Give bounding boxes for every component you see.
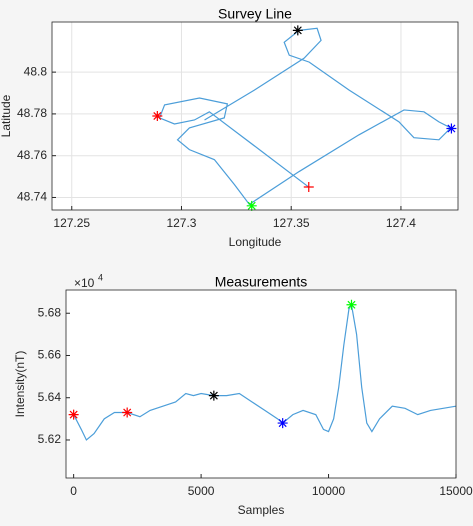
- marker: [152, 111, 163, 121]
- marker: [246, 200, 257, 211]
- marker: [208, 390, 219, 401]
- marker: [68, 409, 79, 420]
- axes-background: [66, 290, 456, 478]
- x-tick-label: 5000: [188, 484, 215, 498]
- x-axis-label: Longitude: [229, 235, 282, 249]
- y-axis-label: Intensity(nT): [13, 351, 27, 418]
- exponent-power: 4: [98, 272, 103, 282]
- data-line: [158, 27, 452, 206]
- marker: [292, 25, 303, 36]
- x-axis-label: Samples: [238, 503, 285, 517]
- axes-box: [51, 21, 459, 211]
- y-tick-label: 48.8: [24, 64, 48, 78]
- y-tick-label: 48.74: [17, 190, 47, 204]
- marker: [446, 123, 457, 134]
- marker: [303, 182, 314, 193]
- marker: [277, 418, 288, 429]
- y-tick-label: 5.64: [38, 390, 62, 404]
- data-line: [73, 303, 456, 441]
- x-tick-label: 15000: [439, 484, 473, 498]
- marker: [122, 407, 133, 418]
- marker: [346, 299, 357, 310]
- exponent-base: ×10: [74, 276, 95, 290]
- x-tick-label: 10000: [312, 484, 346, 498]
- y-tick-label: 5.62: [38, 432, 62, 446]
- x-tick-label: 127.4: [386, 216, 416, 230]
- x-tick-label: 127.35: [273, 216, 310, 230]
- y-tick-label: 48.76: [17, 148, 47, 162]
- y-tick-label: 5.66: [38, 348, 62, 362]
- axes-background: [52, 22, 458, 210]
- y-tick-label: 48.78: [17, 106, 47, 120]
- x-tick-label: 127.25: [53, 216, 90, 230]
- y-axis-label: Latitude: [0, 94, 13, 137]
- chart-title: Measurements: [215, 274, 308, 290]
- x-tick-label: 0: [70, 484, 77, 498]
- y-tick-label: 5.68: [38, 305, 62, 319]
- x-tick-label: 127.3: [166, 216, 196, 230]
- axes-box: [65, 289, 457, 479]
- chart-title: Survey Line: [218, 6, 292, 22]
